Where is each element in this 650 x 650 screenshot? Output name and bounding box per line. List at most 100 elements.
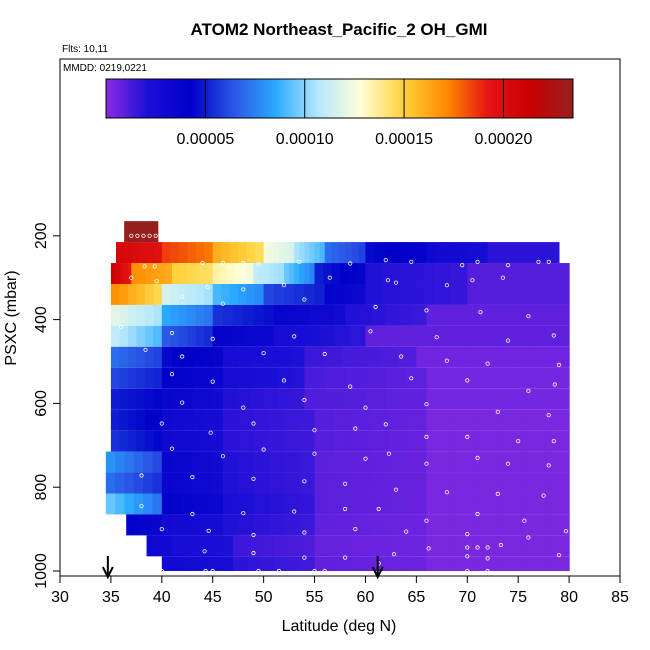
sample-point xyxy=(220,301,225,306)
heatmap-cell xyxy=(370,451,390,473)
heatmap-cell xyxy=(358,304,373,326)
heatmap-cell xyxy=(333,304,346,326)
heatmap-cell xyxy=(273,535,288,557)
heatmap-cell xyxy=(268,493,285,515)
heatmap-cell xyxy=(250,367,265,389)
heatmap-cell xyxy=(333,556,353,571)
heatmap-cell xyxy=(273,556,288,571)
sample-point xyxy=(465,434,470,439)
sample-point xyxy=(348,384,353,389)
heatmap-cell xyxy=(268,472,285,494)
sample-point xyxy=(256,568,261,574)
sample-point xyxy=(485,556,490,561)
heatmap-cell xyxy=(263,325,275,347)
heatmap-cell xyxy=(389,493,409,515)
heatmap-cell xyxy=(110,388,120,410)
y-tick-label: 200 xyxy=(33,222,50,249)
sample-point xyxy=(281,283,287,288)
heatmap-cell xyxy=(382,283,400,305)
heatmap-cell xyxy=(314,430,334,452)
heatmap-cell xyxy=(202,346,214,368)
heatmap-cell xyxy=(135,221,142,243)
heatmap-cell xyxy=(389,472,409,494)
sample-point xyxy=(251,532,256,538)
heatmap-cell xyxy=(129,221,136,243)
heatmap-cell xyxy=(152,493,163,515)
heatmap-cell xyxy=(222,367,238,389)
heatmap-cell xyxy=(143,472,154,494)
heatmap-cell xyxy=(521,409,546,431)
heatmap-cell xyxy=(324,242,333,264)
heatmap-cell xyxy=(389,535,409,557)
heatmap-cell xyxy=(477,242,489,264)
heatmap-cell xyxy=(209,556,222,571)
heatmap-cell xyxy=(299,514,316,536)
heatmap-cell xyxy=(268,409,285,431)
heatmap-cell xyxy=(229,242,239,264)
sample-point xyxy=(139,473,144,478)
sample-point xyxy=(154,278,159,284)
heatmap-cell xyxy=(212,451,224,473)
heatmap-cell xyxy=(144,388,154,410)
heatmap-cell xyxy=(372,304,387,326)
heatmap-cell xyxy=(119,325,129,347)
heatmap-cell xyxy=(172,367,183,389)
heatmap-cell xyxy=(212,304,224,326)
heatmap-cell xyxy=(484,263,502,284)
sample-point xyxy=(302,530,307,535)
heatmap-cell xyxy=(450,409,475,431)
x-tick-label: 30 xyxy=(51,589,69,606)
heatmap-cell xyxy=(136,325,146,347)
heatmap-cell xyxy=(146,535,152,557)
heatmap-cell xyxy=(545,430,570,452)
heatmap-cell xyxy=(161,304,171,326)
heatmap-cell xyxy=(155,535,160,557)
heatmap-cell xyxy=(333,430,353,452)
sample-point xyxy=(342,555,348,560)
heatmap-cell xyxy=(172,514,183,536)
heatmap-cell xyxy=(182,472,193,494)
heatmap-cell xyxy=(192,409,204,431)
sample-point xyxy=(119,324,124,330)
heatmap-cell xyxy=(309,242,316,264)
heatmap-cell xyxy=(250,388,265,410)
heatmap-cell xyxy=(124,493,135,515)
x-axis: 30 35 40 45 50 55 60 65 70 75 80 85 xyxy=(51,576,629,606)
heatmap-cell xyxy=(314,409,334,431)
sample-point xyxy=(261,447,266,452)
heatmap-cell xyxy=(140,221,148,243)
sample-point xyxy=(470,278,475,283)
heatmap-cell xyxy=(144,409,154,431)
heatmap-cell xyxy=(370,535,390,557)
heatmap-cell xyxy=(333,493,353,515)
heatmap-cell xyxy=(273,242,280,264)
heatmap-cell xyxy=(474,493,499,515)
heatmap-cell xyxy=(172,388,183,410)
sample-point xyxy=(241,511,246,516)
sample-point xyxy=(526,314,531,319)
sample-point xyxy=(202,549,207,554)
heatmap-cell xyxy=(426,367,451,389)
x-tick-label: 75 xyxy=(509,589,527,606)
heatmap-cell xyxy=(202,430,214,452)
heatmap-cell xyxy=(287,556,302,571)
heatmap-cell xyxy=(268,263,275,284)
heatmap-cell xyxy=(119,409,129,431)
heatmap-cell xyxy=(212,283,222,305)
heatmap-cell xyxy=(204,242,214,264)
sample-point xyxy=(434,335,439,340)
heatmap-cell xyxy=(144,263,153,284)
heatmap-cell xyxy=(331,263,341,284)
heatmap-cell xyxy=(399,263,417,284)
heatmap-cell xyxy=(300,556,316,571)
sample-point xyxy=(541,493,546,498)
heatmap-cell xyxy=(202,367,214,389)
sample-point xyxy=(159,526,164,532)
sample-point xyxy=(368,329,373,334)
heatmap-cell xyxy=(365,263,384,284)
heatmap-cell xyxy=(192,388,204,410)
heatmap-cell xyxy=(299,472,316,494)
heatmap-cell xyxy=(294,263,300,284)
heatmap-cell xyxy=(195,283,205,305)
heatmap-cell xyxy=(284,409,300,431)
